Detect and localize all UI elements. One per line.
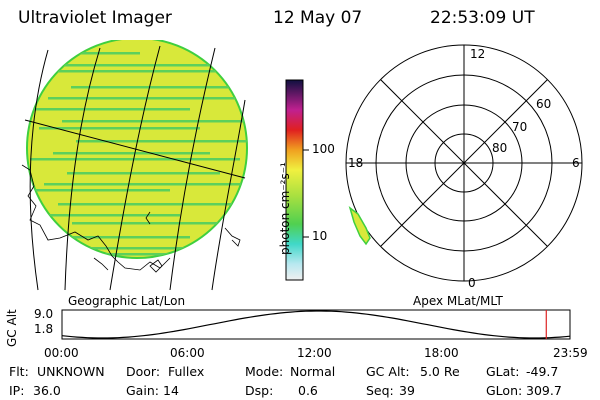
info-seq-value: 39 bbox=[399, 383, 415, 398]
time-tick-0000: 00:00 bbox=[44, 346, 79, 360]
info-gain-value: 14 bbox=[163, 383, 179, 398]
scan-stripe bbox=[27, 247, 220, 250]
info-glon-value: 309.7 bbox=[526, 383, 562, 398]
scan-stripe bbox=[58, 203, 247, 206]
alt-ytick-9: 9.0 bbox=[34, 307, 54, 321]
scan-stripe bbox=[62, 120, 247, 123]
info-glat-key: GLat: bbox=[486, 364, 520, 379]
time-tick-0600: 06:00 bbox=[170, 346, 205, 360]
scan-stripe bbox=[63, 253, 200, 256]
scan-stripe bbox=[30, 158, 240, 161]
info-flt-value: UNKNOWN bbox=[37, 364, 105, 379]
header-time: 22:53:09 UT bbox=[430, 8, 535, 28]
time-tick-2359: 23:59 bbox=[553, 346, 588, 360]
info-gain-key: Gain: bbox=[126, 383, 159, 398]
coastlines bbox=[21, 164, 241, 273]
mlat-label-70: 70 bbox=[512, 120, 528, 134]
time-tick-1200: 12:00 bbox=[297, 346, 332, 360]
info-gcalt-key: GC Alt: bbox=[366, 364, 410, 379]
time-tick-1800: 18:00 bbox=[424, 346, 459, 360]
scan-stripe bbox=[76, 140, 247, 143]
scan-stripe bbox=[27, 189, 170, 192]
info-mode-key: Mode: bbox=[245, 364, 284, 379]
left-panel-label: Geographic Lat/Lon bbox=[68, 294, 186, 308]
colorbar-label-10: 10 bbox=[312, 229, 328, 243]
alt-plot-frame bbox=[61, 309, 571, 340]
header-date: 12 May 07 bbox=[273, 8, 363, 28]
right-panel-label: Apex MLat/MLT bbox=[413, 294, 503, 308]
scan-stripe bbox=[67, 172, 220, 175]
mlt-label-12: 12 bbox=[470, 47, 486, 61]
scan-stripe bbox=[27, 108, 190, 111]
scan-stripe bbox=[57, 64, 230, 67]
info-dsp-key: Dsp: bbox=[245, 383, 274, 398]
info-door-value: Fullex bbox=[168, 364, 205, 379]
info-ip-key: IP: bbox=[9, 383, 25, 398]
info-mode-value: Normal bbox=[290, 364, 336, 379]
app-title: Ultraviolet Imager bbox=[18, 8, 172, 28]
mlat-label-60: 60 bbox=[536, 97, 552, 111]
info-door-key: Door: bbox=[126, 364, 161, 379]
scan-stripe bbox=[44, 183, 247, 186]
scan-stripe bbox=[71, 86, 240, 89]
info-gcalt-value: 5.0 Re bbox=[420, 364, 460, 379]
scan-stripe bbox=[53, 152, 210, 155]
alt-ytick-1-8: 1.8 bbox=[34, 322, 54, 336]
scan-stripe bbox=[35, 214, 180, 217]
colorbar-gradient bbox=[285, 79, 304, 281]
polar-auroral-patch bbox=[348, 206, 371, 246]
mlt-label-6: 6 bbox=[572, 156, 580, 170]
polar-diagonal-2 bbox=[380, 79, 548, 247]
mlt-label-18: 18 bbox=[348, 156, 364, 170]
scan-stripe bbox=[34, 70, 247, 73]
info-glat-value: -49.7 bbox=[526, 364, 559, 379]
scan-stripe bbox=[72, 222, 247, 225]
info-seq-key: Seq: bbox=[366, 383, 394, 398]
altitude-curve bbox=[61, 310, 571, 339]
lat-lon-grid bbox=[24, 45, 246, 291]
info-glon-key: GLon: bbox=[486, 383, 523, 398]
info-dsp-value: 0.6 bbox=[298, 383, 318, 398]
info-ip-value: 36.0 bbox=[33, 383, 61, 398]
colorbar-label-100: 100 bbox=[312, 142, 335, 156]
scan-stripe bbox=[27, 52, 140, 55]
mlat-label-80: 80 bbox=[492, 141, 508, 155]
mlt-label-0: 0 bbox=[468, 276, 476, 290]
info-flt-key: Flt: bbox=[9, 364, 29, 379]
scan-stripe bbox=[39, 127, 200, 130]
